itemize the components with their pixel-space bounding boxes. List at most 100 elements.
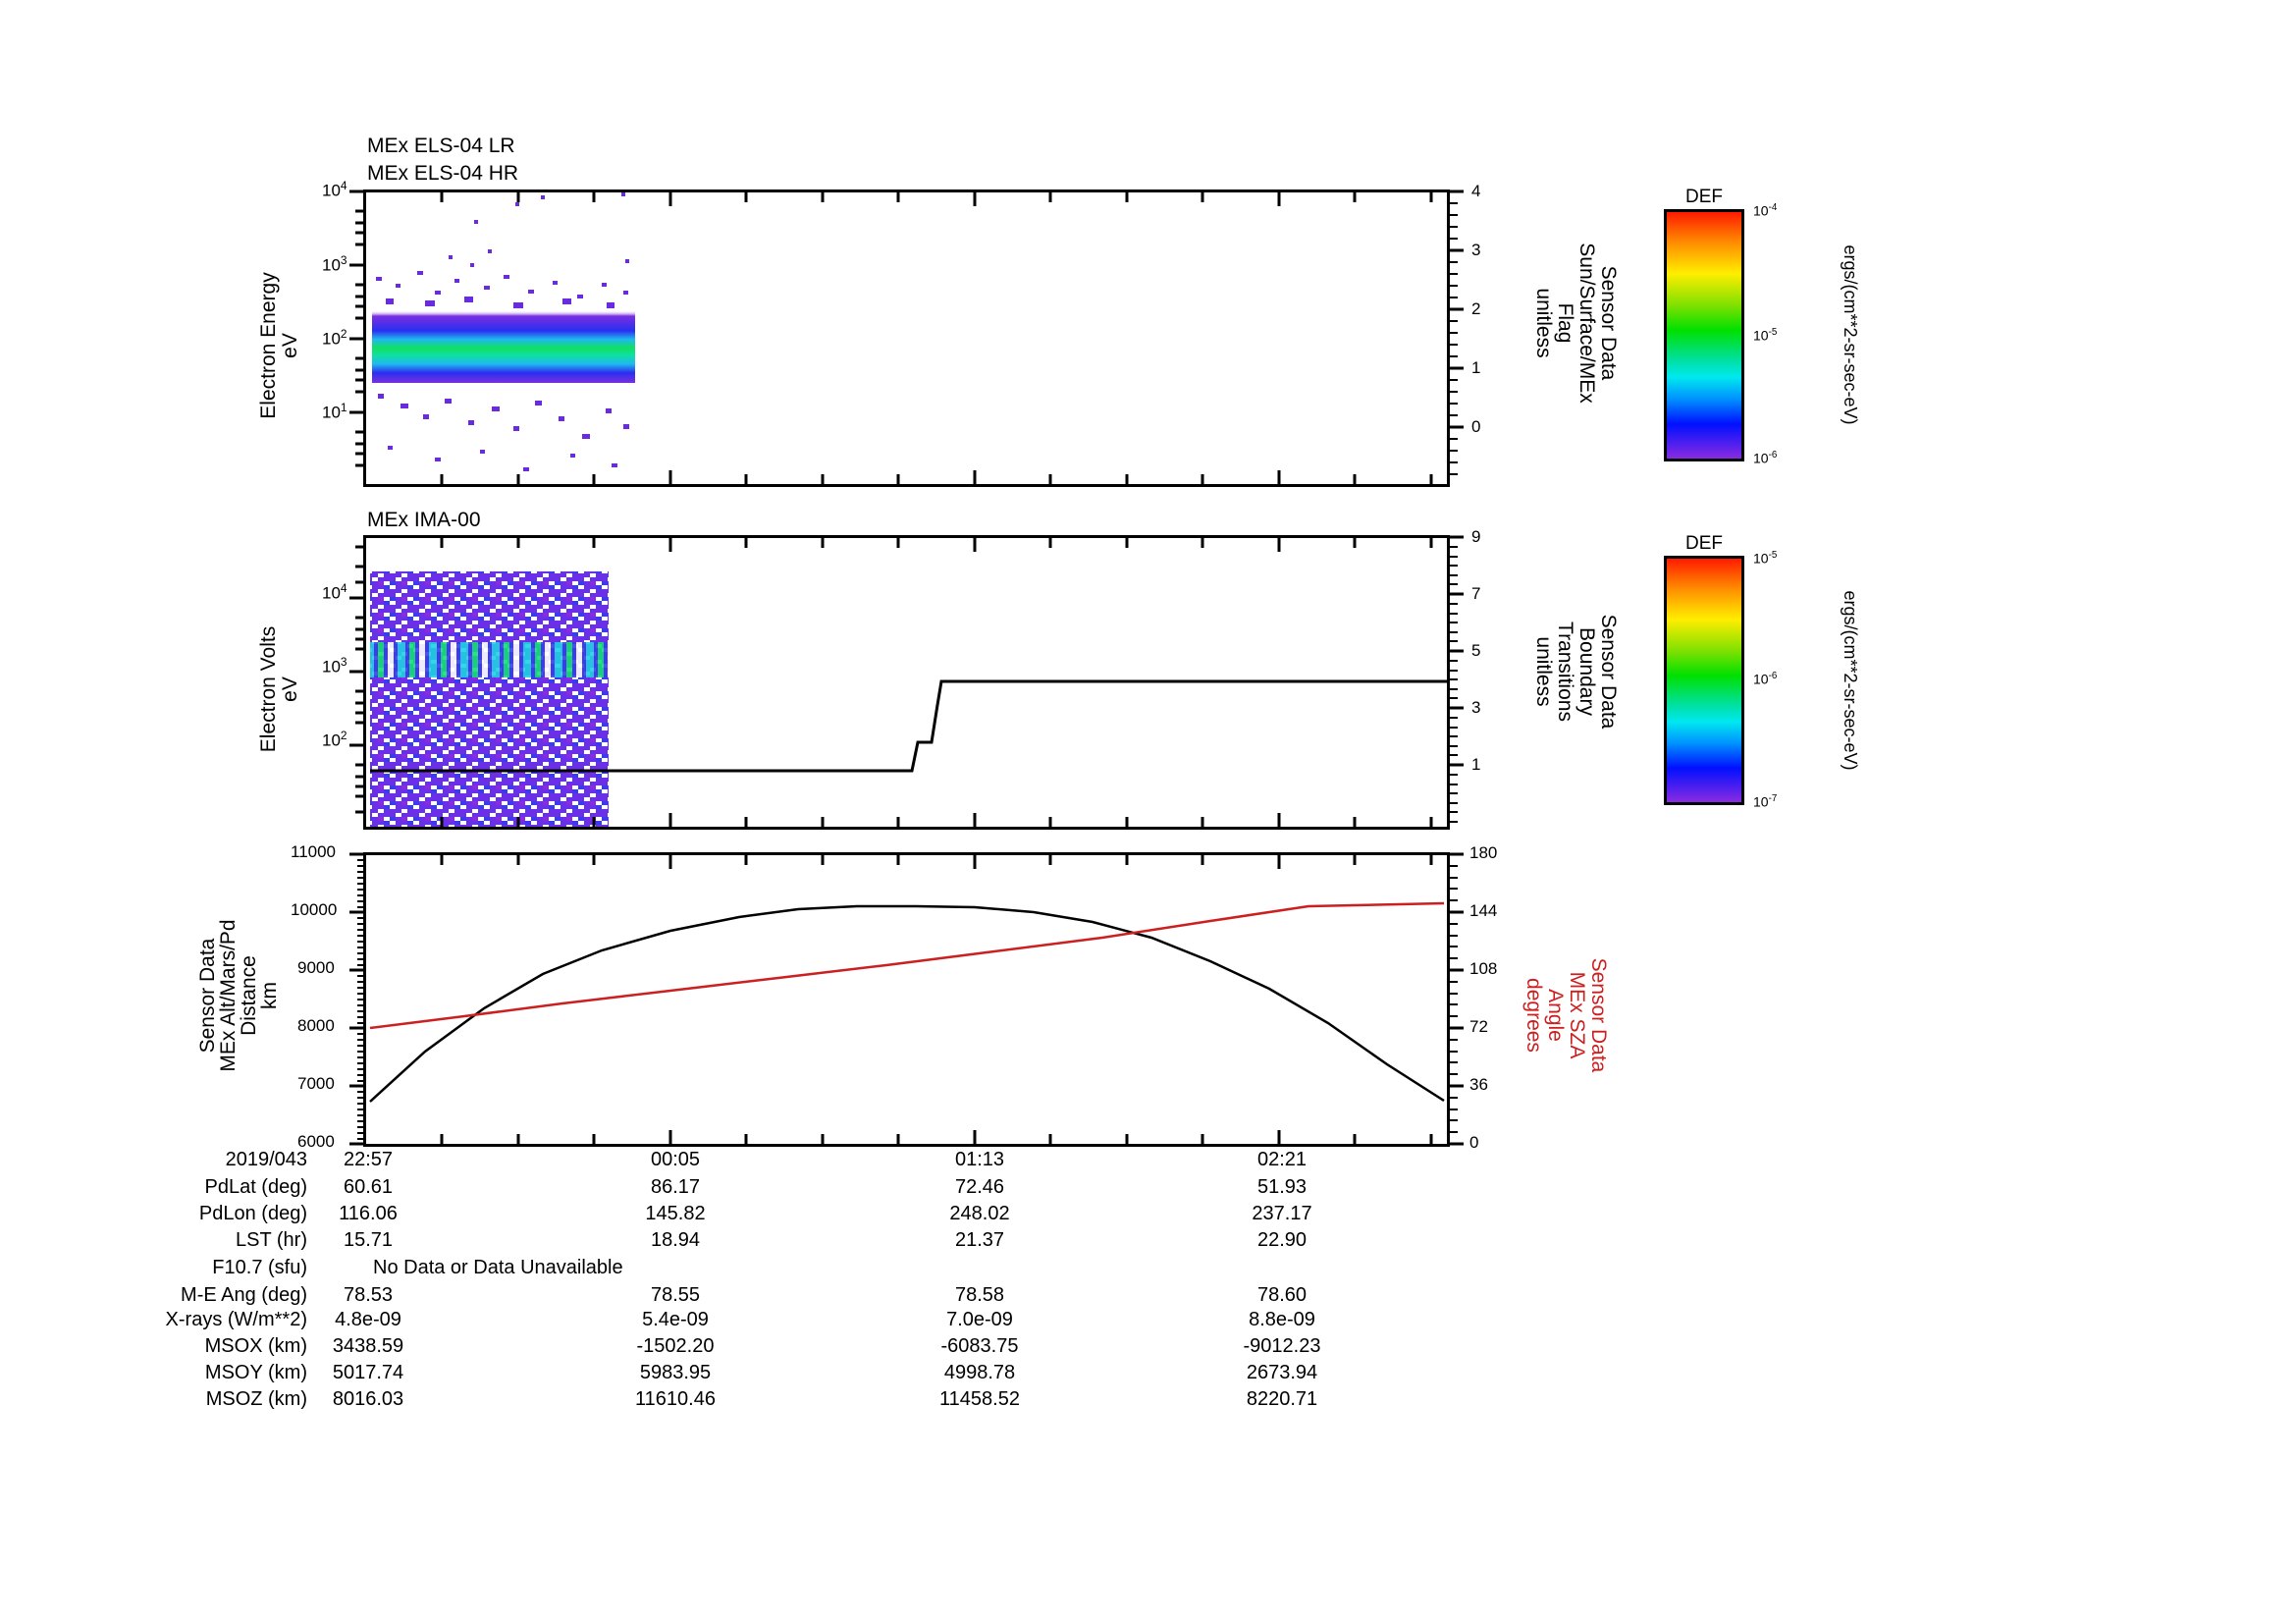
- footer-cell: 11610.46: [635, 1388, 716, 1410]
- orbit-rtick-0: 0: [1469, 1133, 1479, 1152]
- els-right-ylabel-line4: unitless: [1532, 288, 1555, 358]
- footer-time-3: 01:13: [954, 1149, 1005, 1170]
- colorbar1-top-label: 10-4: [1753, 202, 1778, 219]
- orbit-ylabel-line1: Sensor Data: [196, 938, 219, 1054]
- ima-rtick-5: 5: [1471, 641, 1481, 660]
- ima-ytick-1e2: 102: [322, 729, 347, 750]
- footer-cell: 248.02: [949, 1203, 1010, 1224]
- footer-cell: -6083.75: [940, 1335, 1019, 1357]
- els-rtick-3: 3: [1471, 241, 1481, 259]
- orbit-ylabel: Sensor Data MEx Alt/Mars/Pd Distance km: [196, 897, 281, 1094]
- footer-cell: 11458.52: [939, 1388, 1020, 1410]
- footer-cell: 18.94: [650, 1229, 701, 1251]
- els-right-axis: [1450, 189, 1464, 475]
- footer-cell: 116.06: [339, 1203, 398, 1224]
- footer-cell: 5.4e-09: [642, 1309, 709, 1330]
- orbit-rtick-72: 72: [1469, 1017, 1488, 1036]
- footer-cell: 22.90: [1256, 1229, 1308, 1251]
- colorbar2: [1664, 556, 1744, 805]
- footer-cell: -9012.23: [1243, 1335, 1321, 1357]
- orbit-ytick-7000: 7000: [297, 1074, 335, 1093]
- footer-cell: 8220.71: [1246, 1388, 1318, 1410]
- footer-row-label: PdLat (deg): [204, 1176, 307, 1198]
- ima-rtick-3: 3: [1471, 698, 1481, 717]
- ima-right-ylabel: Sensor Data Boundary Transitions unitles…: [1532, 549, 1620, 794]
- els-ytick-1e1: 101: [322, 401, 347, 422]
- els-right-ylabel-line2: Sun/Surface/MEx: [1575, 243, 1598, 404]
- orbit-ytick-10000: 10000: [291, 900, 338, 919]
- orbit-ytick-9000: 9000: [297, 958, 335, 977]
- orbit-ylabel-line2: MEx Alt/Mars/Pd: [217, 919, 240, 1072]
- footer-cell: 78.58: [954, 1284, 1005, 1306]
- ima-spectrogram-panel: [363, 535, 1450, 830]
- orbit-right-ylabel-line4: degrees: [1522, 978, 1545, 1053]
- footer-cell: 78.60: [1256, 1284, 1308, 1306]
- els-rtick-0: 0: [1471, 417, 1481, 436]
- boundary-transitions-line: [370, 679, 1447, 773]
- colorbar2-bottom-label: 10-7: [1753, 793, 1778, 810]
- footer-time-1: 22:57: [343, 1149, 394, 1170]
- ima-title: MEx IMA-00: [367, 509, 481, 531]
- orbit-rtick-108: 108: [1469, 959, 1498, 978]
- orbit-left-axis: [349, 852, 365, 1146]
- ima-spectrogram: [370, 538, 1447, 827]
- orbit-line-plot: [369, 855, 1445, 1144]
- orbit-ytick-6000: 6000: [297, 1132, 335, 1151]
- els-ytick-1e3: 103: [322, 253, 347, 275]
- els-rtick-2: 2: [1471, 299, 1481, 318]
- colorbar1-units: ergs/(cm**2-sr-sec-eV): [1841, 244, 1860, 425]
- ima-right-ylabel-line2: Boundary: [1575, 627, 1598, 716]
- colorbar2-units: ergs/(cm**2-sr-sec-eV): [1841, 590, 1860, 771]
- sza-line: [369, 901, 1445, 1030]
- els-title-hr: MEx ELS-04 HR: [367, 162, 519, 185]
- footer-row-label: LST (hr): [236, 1229, 307, 1251]
- footer-cell: 2673.94: [1246, 1362, 1318, 1383]
- footer-cell: 86.17: [650, 1176, 701, 1198]
- els-rtick-4: 4: [1471, 182, 1481, 200]
- colorbar1: [1664, 209, 1744, 461]
- footer-time-4: 02:21: [1256, 1149, 1308, 1170]
- ima-ytick-1e3: 103: [322, 655, 347, 676]
- orbit-right-axis: [1450, 852, 1464, 1146]
- orbit-ytick-11000: 11000: [291, 842, 337, 861]
- footer-cell: 8.8e-09: [1249, 1309, 1315, 1330]
- footer-row-label: X-rays (W/m**2): [165, 1309, 307, 1330]
- ima-right-ylabel-line1: Sensor Data: [1597, 614, 1620, 730]
- orbit-right-ylabel-line3: Angle: [1544, 989, 1567, 1042]
- els-left-axis: [349, 189, 365, 467]
- ima-right-ylabel-line4: unitless: [1532, 636, 1555, 707]
- colorbar2-top-label: 10-5: [1753, 550, 1778, 567]
- footer-cell: 5983.95: [639, 1362, 712, 1383]
- ima-rtick-1: 1: [1471, 755, 1481, 774]
- footer-date: 2019/043: [225, 1149, 307, 1170]
- footer-row-label: MSOZ (km): [205, 1388, 307, 1410]
- footer-cell: -1502.20: [636, 1335, 715, 1357]
- colorbar2-title: DEF: [1685, 533, 1723, 554]
- els-right-ylabel-line1: Sensor Data: [1597, 265, 1620, 381]
- footer-cell: 78.55: [650, 1284, 701, 1306]
- footer-cell: 7.0e-09: [946, 1309, 1013, 1330]
- orbit-ytick-8000: 8000: [297, 1016, 335, 1035]
- els-title-lr: MEx ELS-04 LR: [367, 135, 515, 157]
- footer-row-label: F10.7 (sfu): [212, 1257, 307, 1278]
- ima-rtick-9: 9: [1471, 527, 1481, 546]
- footer-row-label: M-E Ang (deg): [181, 1284, 307, 1306]
- ima-left-axis: [349, 545, 365, 814]
- altitude-line: [369, 904, 1445, 1103]
- orbit-ylabel-line3: Distance: [238, 955, 260, 1036]
- els-ylabel-line2: eV: [279, 333, 301, 358]
- footer-row-label: PdLon (deg): [198, 1203, 307, 1224]
- footer-cell: 15.71: [343, 1229, 394, 1251]
- footer-cell: 5017.74: [332, 1362, 404, 1383]
- footer-row-label: MSOX (km): [204, 1335, 307, 1357]
- footer-cell: 237.17: [1252, 1203, 1312, 1224]
- ima-rtick-7: 7: [1471, 584, 1481, 603]
- ima-ylabel: Electron Volts eV: [257, 591, 301, 787]
- orbit-ylabel-line4: km: [258, 982, 281, 1009]
- colorbar1-mid-label: 10-5: [1753, 327, 1778, 344]
- colorbar1-title: DEF: [1685, 187, 1723, 207]
- els-ylabel-line1: Electron Energy: [257, 272, 280, 419]
- footer-cell: 78.53: [343, 1284, 394, 1306]
- footer-cell: 4998.78: [943, 1362, 1016, 1383]
- ima-ylabel-line1: Electron Volts: [257, 625, 280, 753]
